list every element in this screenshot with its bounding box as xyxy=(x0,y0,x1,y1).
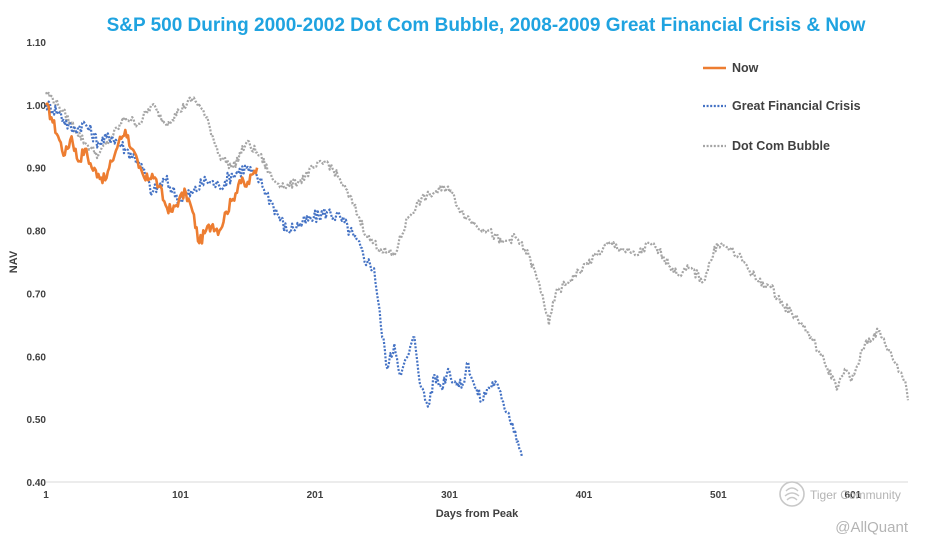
y-tick-label: 0.90 xyxy=(27,164,47,175)
y-ticks: 0.40 0.50 0.60 0.70 0.80 0.90 1.00 1.10 xyxy=(27,38,47,489)
watermark: Tiger Community @AllQuant xyxy=(779,481,909,536)
x-ticks: 1 101 201 301 401 501 601 xyxy=(43,490,861,501)
y-tick-label: 0.60 xyxy=(27,352,47,363)
watermark-handle: @AllQuant xyxy=(835,519,909,536)
x-tick-label: 601 xyxy=(845,490,862,501)
plot-lines xyxy=(44,91,910,458)
x-tick-label: 201 xyxy=(307,490,324,501)
watermark-brand: Tiger Community xyxy=(810,488,901,502)
x-tick-label: 301 xyxy=(441,490,458,501)
x-axis-label: Days from Peak xyxy=(436,508,519,520)
legend: Now Great Financial Crisis Dot Com Bubble xyxy=(703,61,861,153)
y-tick-label: 1.00 xyxy=(27,101,47,112)
x-tick-label: 1 xyxy=(43,490,49,501)
series-line-dot-com-bubble xyxy=(45,91,910,401)
y-axis-label: NAV xyxy=(8,250,20,273)
x-tick-label: 401 xyxy=(576,490,593,501)
x-tick-label: 101 xyxy=(172,490,189,501)
legend-label: Dot Com Bubble xyxy=(732,139,830,153)
tiger-logo xyxy=(779,481,805,507)
y-tick-label: 0.50 xyxy=(27,415,47,426)
series-line-great-financial-crisis xyxy=(44,100,524,458)
series-line-now xyxy=(45,102,259,245)
y-tick-label: 0.80 xyxy=(27,227,47,238)
chart-title: S&P 500 During 2000-2002 Dot Com Bubble,… xyxy=(107,15,866,36)
legend-label: Great Financial Crisis xyxy=(732,99,861,113)
legend-label: Now xyxy=(732,61,759,75)
tiger-logo-stripes xyxy=(784,487,800,501)
tiger-logo-circle xyxy=(779,481,805,507)
y-tick-label: 1.10 xyxy=(27,38,47,49)
y-tick-label: 0.70 xyxy=(27,289,47,300)
y-tick-label: 0.40 xyxy=(27,478,47,489)
x-tick-label: 501 xyxy=(710,490,727,501)
